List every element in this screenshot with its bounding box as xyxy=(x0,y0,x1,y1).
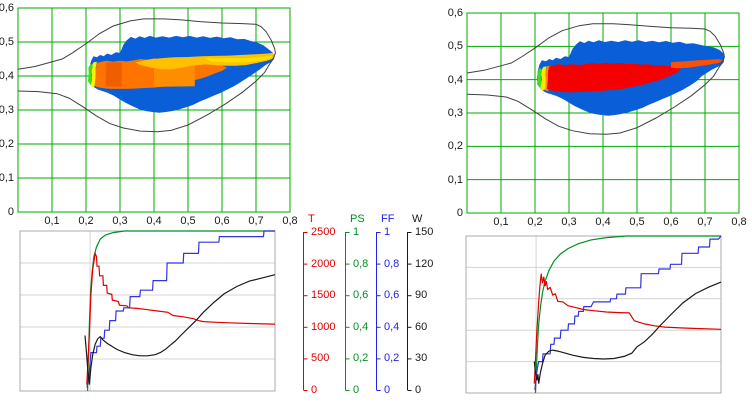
flame-map-left-x-tick-label: 0,6 xyxy=(214,215,230,227)
flame-map-right-x-tick-label: 0,6 xyxy=(663,216,679,228)
flame-map-left-y-tick-label: 0,5 xyxy=(0,36,14,48)
cycle-chart-right-grid xyxy=(466,236,721,393)
ps-axis-tick-label: 0,6 xyxy=(353,289,369,302)
flame-map-left-outline-lower xyxy=(17,52,276,133)
cycle-chart-left-series-FF xyxy=(86,230,275,388)
w-axis-tick-label: 150 xyxy=(415,226,434,238)
t-axis-title: T xyxy=(308,213,315,225)
flame-map-right-tip-yellow xyxy=(540,66,547,91)
t-axis-tick-label: 500 xyxy=(311,352,330,365)
flame-map-left-streak-yellow xyxy=(205,56,273,63)
cycle-chart-right-series-W xyxy=(533,281,722,384)
ps-axis-title: PS xyxy=(350,213,365,225)
flame-map-right-x-tick-label: 0,8 xyxy=(731,216,747,228)
ff-axis-tick-label: 0,6 xyxy=(384,289,400,302)
ps-axis-tick-label: 1 xyxy=(353,226,360,238)
flame-map-right-x-tick-label: 0,5 xyxy=(629,216,645,228)
flame-map-right-y-tick-label: 0,1 xyxy=(447,173,463,186)
flame-map-left-x-tick-label: 0,8 xyxy=(282,215,298,227)
flame-map-left-x-tick-label: 0,1 xyxy=(44,215,60,227)
flame-map-left-streak-amber xyxy=(135,52,275,70)
w-axis-title: W xyxy=(412,213,423,225)
ff-axis-title: FF xyxy=(381,213,395,225)
flame-map-left-x-tick-label: 0,7 xyxy=(248,215,264,227)
flame-map-right-y-tick-label: 0,4 xyxy=(447,73,463,86)
flame-map-right-grid xyxy=(466,12,740,214)
flame-map-right-y-tick-label: 0 xyxy=(456,207,463,219)
ff-axis-tick-label: 0,2 xyxy=(384,352,400,365)
flame-map-right-x-tick-label: 0,7 xyxy=(697,216,713,228)
flame-map-right-y-tick-label: 0,6 xyxy=(447,7,463,19)
flame-map-left-y-tick-label: 0,3 xyxy=(0,104,14,116)
ff-axis-tick-label: 1 xyxy=(384,226,391,238)
flame-map-left-y-tick-label: 0,4 xyxy=(0,70,14,82)
ff-axis-tick-label: 0 xyxy=(384,384,391,396)
w-axis-tick-label: 60 xyxy=(415,320,428,333)
flame-map-left-x-tick-label: 0,3 xyxy=(112,215,128,227)
ps-axis-tick-label: 0 xyxy=(353,384,360,396)
w-axis-tick-label: 120 xyxy=(415,257,434,270)
flame-map-right-outline-upper xyxy=(466,23,725,74)
flame-map-right-x-tick-label: 0,4 xyxy=(595,216,611,228)
t-axis-tick-label: 1000 xyxy=(311,320,336,333)
cycle-chart-right-series-PS xyxy=(534,235,721,394)
ps-axis-tick-label: 0,2 xyxy=(353,352,369,365)
cycle-chart-right-series-T xyxy=(533,273,722,384)
value-axes-lines xyxy=(303,232,412,391)
ff-axis-tick-label: 0,8 xyxy=(384,257,400,270)
ps-axis-tick-label: 0,8 xyxy=(353,257,369,270)
flame-map-right-y-tick-label: 0,3 xyxy=(447,107,463,119)
cycle-chart-left-plot xyxy=(19,230,276,392)
flame-map-right-tip-green xyxy=(537,68,543,89)
flame-map-left-x-tick-label: 0,2 xyxy=(78,215,94,227)
t-axis-tick-label: 0 xyxy=(311,384,318,396)
flame-map-left-grid xyxy=(17,7,291,213)
cycle-chart-left-series-W xyxy=(84,274,276,385)
t-axis-tick-label: 2000 xyxy=(311,257,336,270)
flame-map-left-x-tick-label: 0,5 xyxy=(180,215,196,227)
flame-map-left-y-tick-label: 0,1 xyxy=(0,172,14,184)
w-axis-tick-label: 90 xyxy=(415,289,428,302)
t-axis-tick-label: 2500 xyxy=(311,226,336,238)
flame-map-right-x-tick-label: 0,2 xyxy=(527,216,543,228)
flame-map-left-tip-green xyxy=(88,63,93,86)
flame-map-right-flame-core xyxy=(546,62,682,93)
flame-map-left-core-dark-band xyxy=(105,62,122,87)
flame-map-left-x-tick-label: 0,4 xyxy=(146,215,162,227)
w-axis-tick-label: 30 xyxy=(415,352,428,365)
flame-map-right-plot xyxy=(466,12,740,214)
t-axis-tick-label: 1500 xyxy=(311,289,336,302)
flame-map-right-y-tick-label: 0,2 xyxy=(447,140,463,153)
flame-map-left-y-tick-label: 0 xyxy=(7,206,14,218)
flame-map-right-streak-orange xyxy=(671,59,723,69)
flame-map-right-x-tick-label: 0,1 xyxy=(493,216,509,228)
cycle-chart-right-plot xyxy=(465,235,722,394)
flame-map-right-y-tick-label: 0,5 xyxy=(447,40,463,53)
flame-map-left-y-tick-label: 0,2 xyxy=(0,138,14,150)
w-axis-tick-label: 0 xyxy=(415,384,422,396)
ps-axis-tick-label: 0,4 xyxy=(353,320,369,333)
cycle-chart-right-series-FF xyxy=(534,235,722,390)
flame-map-left-y-tick-label: 0,6 xyxy=(0,2,14,14)
flame-map-right-outline-lower xyxy=(466,56,725,135)
flame-map-left-plot xyxy=(17,7,291,213)
flame-map-right-x-tick-label: 0,3 xyxy=(561,216,577,228)
flame-map-left-outline-upper xyxy=(17,18,276,70)
ff-axis-tick-label: 0,4 xyxy=(384,320,400,333)
